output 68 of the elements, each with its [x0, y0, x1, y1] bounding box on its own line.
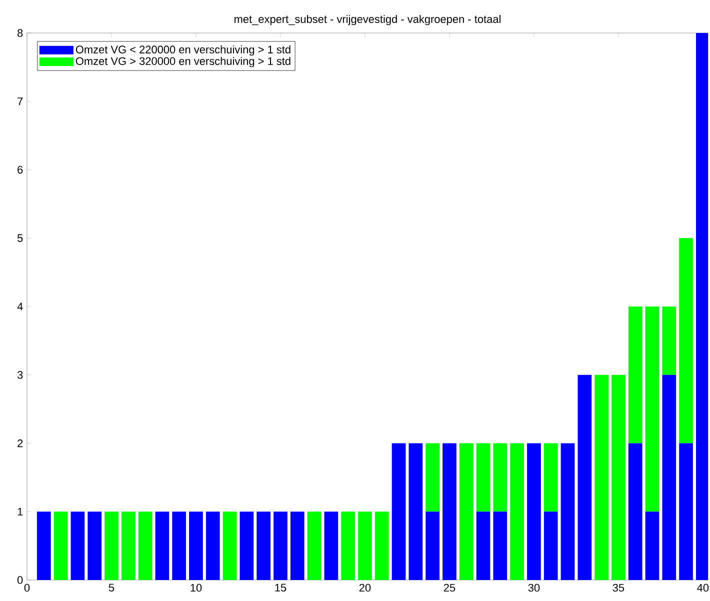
- bar: [70, 512, 85, 580]
- bar: [222, 512, 237, 580]
- y-tick-label: 8: [18, 29, 23, 37]
- bar: [645, 306, 660, 512]
- x-tick-label: 35: [612, 584, 624, 592]
- bar: [155, 512, 170, 580]
- bar: [662, 374, 676, 580]
- x-tick-label: 40: [697, 584, 709, 592]
- bar: [426, 443, 440, 512]
- bar: [679, 443, 693, 580]
- bar: [88, 512, 102, 580]
- bar: [189, 512, 203, 580]
- y-tick-label: 1: [18, 508, 23, 516]
- bar: [374, 512, 389, 580]
- bar: [476, 512, 490, 580]
- bar: [493, 443, 508, 512]
- bar: [138, 512, 152, 580]
- bar: [36, 512, 51, 580]
- bar: [628, 306, 642, 444]
- legend-label: Omzet VG > 320000 en verschuiving > 1 std: [76, 56, 290, 68]
- y-tick-label: 6: [18, 166, 23, 174]
- x-tick-label: 5: [108, 584, 114, 592]
- x-tick-label: 25: [444, 584, 456, 592]
- bar: [274, 512, 288, 580]
- x-tick-label: 30: [528, 584, 540, 592]
- x-tick-label: 20: [359, 584, 371, 592]
- bar: [408, 443, 423, 580]
- bar: [206, 512, 220, 580]
- bar: [544, 443, 558, 512]
- x-tick-label: 10: [190, 584, 202, 592]
- bar: [54, 512, 68, 580]
- bar: [594, 374, 608, 580]
- bar: [324, 512, 338, 580]
- bar: [121, 512, 136, 580]
- bar: [459, 443, 474, 580]
- bar: [290, 512, 304, 580]
- bar: [662, 306, 676, 375]
- y-tick-label: 4: [17, 302, 23, 310]
- bar: [679, 238, 693, 444]
- y-tick-label: 7: [18, 98, 23, 106]
- bar: [510, 443, 524, 580]
- y-tick-label: 2: [18, 439, 23, 448]
- bar: [544, 512, 558, 580]
- bar: [426, 512, 440, 580]
- bar: [612, 374, 626, 580]
- bar: [645, 512, 660, 580]
- bar: [172, 512, 186, 580]
- bar: [240, 512, 254, 580]
- x-tick-label: 15: [275, 584, 286, 592]
- bar: [442, 443, 456, 580]
- bar: [392, 443, 406, 580]
- legend-label: Omzet VG < 220000 en verschuiving > 1 std: [76, 45, 290, 56]
- bar: [341, 512, 355, 580]
- bar: [560, 443, 575, 580]
- bar: [628, 443, 642, 580]
- y-tick-label: 3: [17, 371, 23, 379]
- bar: [358, 512, 372, 580]
- bar: [493, 512, 508, 580]
- bar: [476, 443, 490, 512]
- bar: [256, 512, 271, 580]
- bar: [527, 443, 541, 580]
- x-tick-label: 0: [24, 584, 30, 592]
- bar: [104, 512, 118, 580]
- y-tick-label: 0: [17, 576, 23, 584]
- bar: [307, 512, 322, 580]
- bar: [578, 374, 592, 580]
- y-tick-label: 5: [17, 234, 23, 242]
- chart-title: met_expert_subset - vrijgevestigd - vakgroepen - totaal: [234, 14, 500, 26]
